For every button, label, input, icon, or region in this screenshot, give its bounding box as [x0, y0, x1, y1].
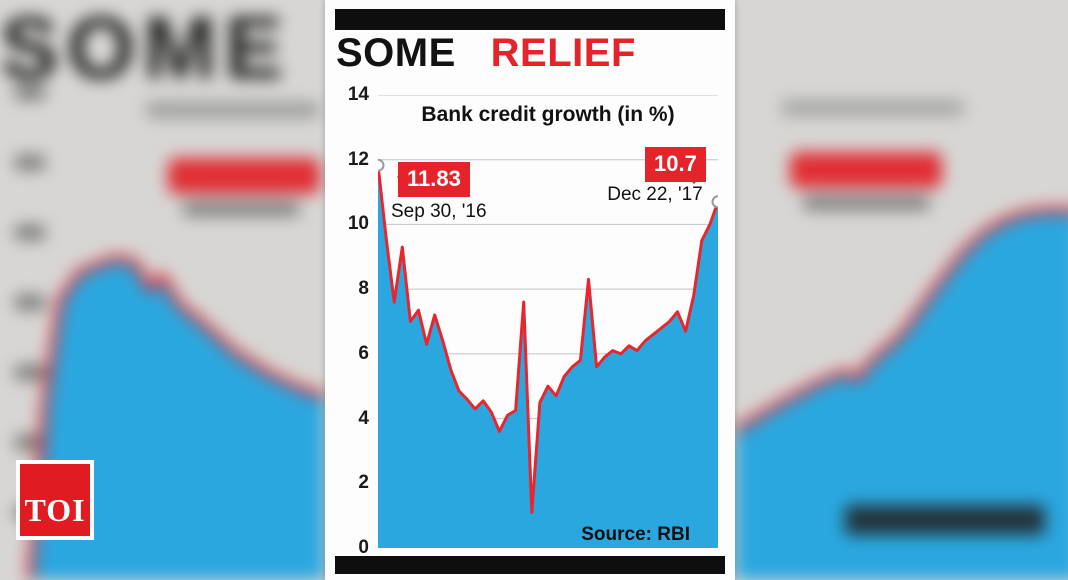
- blurred-headline-text: SOME: [0, 0, 291, 97]
- annotation-value-start: 11.83: [397, 162, 470, 197]
- y-tick-label: 8: [358, 278, 369, 300]
- annotation-value-end: 10.7: [645, 147, 706, 184]
- y-tick-label: 6: [358, 342, 369, 364]
- chart-title: Bank credit growth (in %): [421, 103, 675, 126]
- toi-logo-text: TOI: [24, 492, 86, 528]
- y-tick-label: 0: [358, 537, 369, 558]
- y-tick-label: 4: [358, 407, 369, 429]
- source-credit: Source: RBI: [581, 524, 690, 545]
- y-tick-label: 10: [347, 213, 369, 235]
- headline-word-relief: RELIEF: [490, 31, 636, 75]
- y-tick-label: 14: [347, 84, 369, 105]
- annotation-date-end: Dec 22, '17: [607, 184, 703, 205]
- bottom-black-bar: [335, 556, 725, 574]
- y-tick-label: 12: [347, 148, 369, 170]
- y-axis-labels: 0 2 4 6 8 10 12 14: [325, 0, 369, 580]
- y-tick-label: 2: [358, 472, 369, 494]
- annotation-date-start: Sep 30, '16: [391, 201, 487, 222]
- chart-panel: SOME RELIEF Bank credit growth (in %) 0 2…: [325, 0, 735, 580]
- headline-word-some: SOME: [336, 31, 456, 75]
- headline: SOME RELIEF: [336, 31, 636, 77]
- toi-logo: TOI: [16, 460, 94, 540]
- top-black-bar: [335, 9, 725, 30]
